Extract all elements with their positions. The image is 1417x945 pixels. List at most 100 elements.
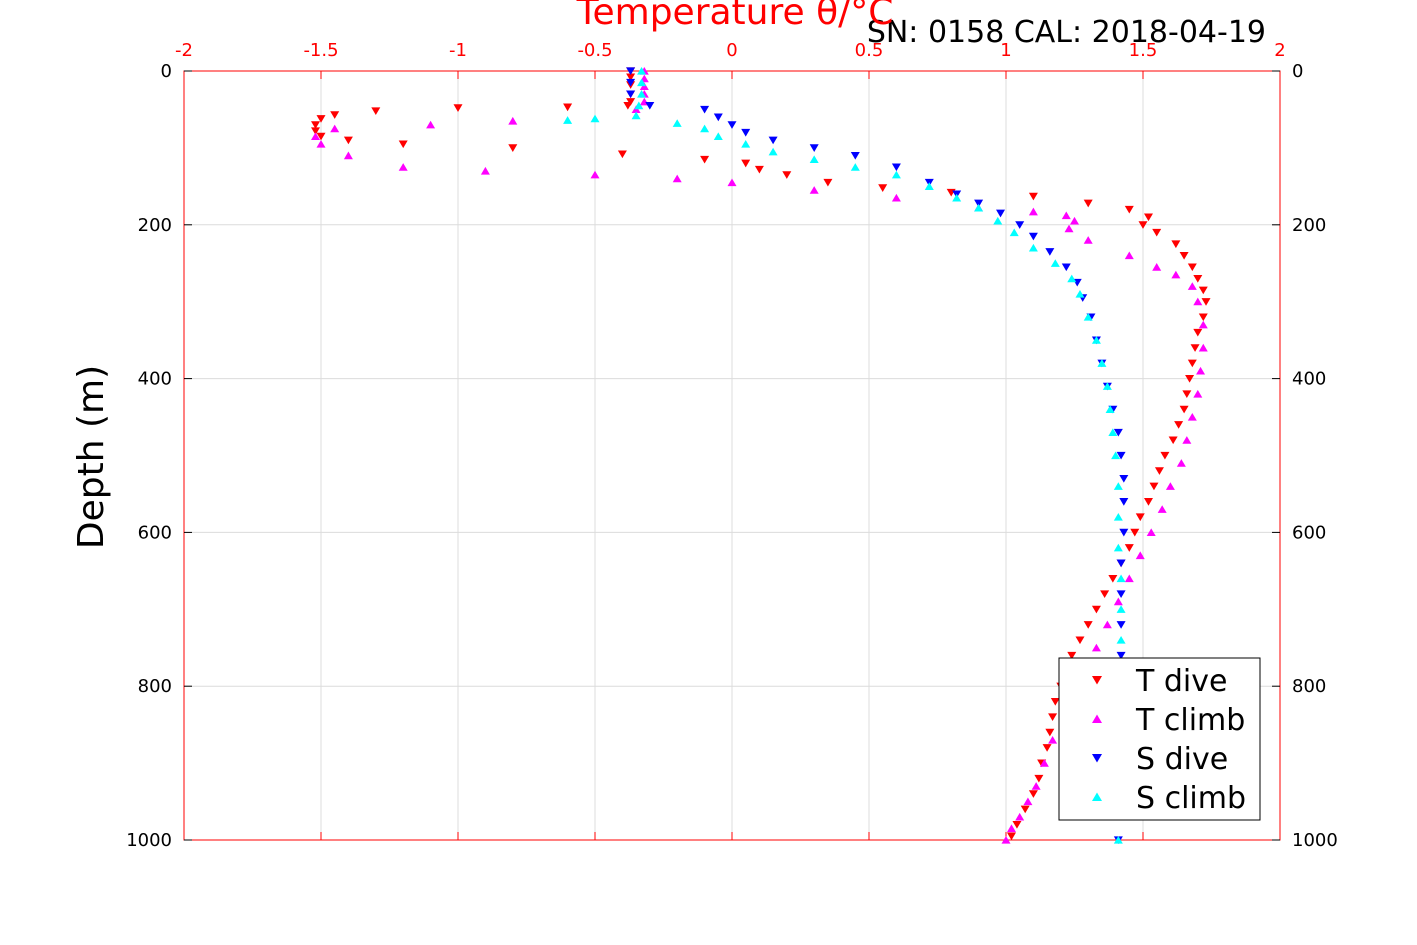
data-point [1097, 359, 1107, 367]
y-tick-label: 600 [138, 522, 172, 543]
data-point [727, 178, 737, 187]
data-point [1198, 286, 1208, 295]
data-point [1187, 282, 1197, 290]
x-tick-label: 1 [1000, 40, 1011, 61]
data-point [1075, 636, 1085, 645]
data-point [741, 159, 751, 168]
data-point [626, 90, 636, 99]
data-point [1176, 459, 1186, 467]
data-point [311, 127, 321, 136]
data-point [639, 82, 649, 90]
data-point [1168, 436, 1178, 445]
data-point [330, 111, 340, 119]
data-point [623, 102, 633, 110]
data-point [1130, 528, 1140, 537]
data-point [1067, 274, 1077, 283]
data-point [1201, 298, 1211, 306]
data-point [1187, 263, 1197, 272]
x-tick-label: -1 [449, 40, 467, 61]
legend: T dive T climb S dive S climb [1058, 657, 1261, 821]
data-point [1193, 275, 1203, 283]
data-point [823, 178, 833, 187]
y-tick-label: 200 [138, 215, 172, 236]
data-point [1020, 805, 1030, 814]
data-point [590, 170, 600, 179]
data-point [1116, 621, 1126, 629]
data-point [672, 119, 682, 127]
data-point [1031, 782, 1041, 790]
series-2 [626, 67, 1129, 845]
data-point [508, 116, 518, 125]
data-point [1182, 390, 1192, 399]
data-point [480, 166, 490, 175]
data-point [1015, 221, 1025, 229]
grid [184, 71, 1280, 840]
legend-box [1058, 657, 1261, 821]
x-tick-label: -0.5 [577, 40, 612, 61]
data-point [1015, 812, 1025, 821]
y-tick-label-right: 800 [1292, 676, 1326, 697]
data-point [1193, 328, 1203, 337]
data-point [741, 128, 751, 137]
data-point [1116, 605, 1126, 613]
data-point [1105, 405, 1115, 413]
x-tick-label: -1.5 [303, 40, 338, 61]
data-point [1083, 313, 1093, 321]
data-point [398, 140, 408, 149]
data-point [1028, 243, 1038, 252]
data-point [1064, 224, 1074, 233]
data-point [1108, 574, 1118, 583]
data-point [1045, 728, 1055, 737]
data-point [1023, 797, 1033, 806]
y-tick-label-right: 1000 [1292, 830, 1338, 851]
data-point [1116, 559, 1126, 568]
legend-marker [1092, 676, 1102, 685]
y-tick-label: 0 [161, 61, 172, 82]
data-point [626, 67, 636, 76]
data-point [1165, 482, 1175, 490]
chart-subtitle: SN: 0158 CAL: 2018-04-19 [867, 15, 1266, 50]
data-point [1182, 436, 1192, 444]
data-point [1091, 605, 1101, 614]
x-tick-label: 1.5 [1129, 40, 1158, 61]
data-point [1075, 289, 1085, 298]
data-point [1006, 824, 1016, 833]
y-tick-label: 400 [138, 369, 172, 390]
data-point [1012, 821, 1022, 829]
data-point [1198, 320, 1208, 329]
data-point [1135, 513, 1145, 522]
data-point [1083, 621, 1093, 629]
data-point [1070, 216, 1079, 225]
data-point [1143, 498, 1153, 506]
data-point [311, 121, 321, 129]
legend-label: T dive [1135, 664, 1227, 699]
data-point [1174, 421, 1184, 429]
data-point [1149, 482, 1159, 491]
data-point [713, 132, 723, 140]
data-point [974, 203, 984, 212]
data-point [1028, 790, 1038, 798]
data-point [1001, 835, 1011, 844]
x-tick-label: 0.5 [855, 40, 884, 61]
data-point [645, 102, 655, 110]
data-point [1171, 270, 1181, 279]
data-point [1113, 543, 1123, 552]
data-point [700, 124, 710, 133]
data-point [343, 136, 353, 145]
data-point [850, 151, 860, 160]
data-point [1113, 835, 1123, 844]
data-point [637, 66, 647, 75]
legend-marker [1092, 754, 1102, 763]
data-point [398, 163, 408, 171]
data-point [1187, 413, 1197, 421]
data-point [453, 104, 463, 112]
data-point [1143, 213, 1153, 222]
data-point [626, 73, 636, 82]
data-point [1045, 248, 1055, 256]
data-point [996, 209, 1006, 218]
data-point [1116, 451, 1126, 460]
data-point [311, 132, 321, 140]
data-point [343, 151, 353, 160]
data-point [878, 184, 888, 192]
